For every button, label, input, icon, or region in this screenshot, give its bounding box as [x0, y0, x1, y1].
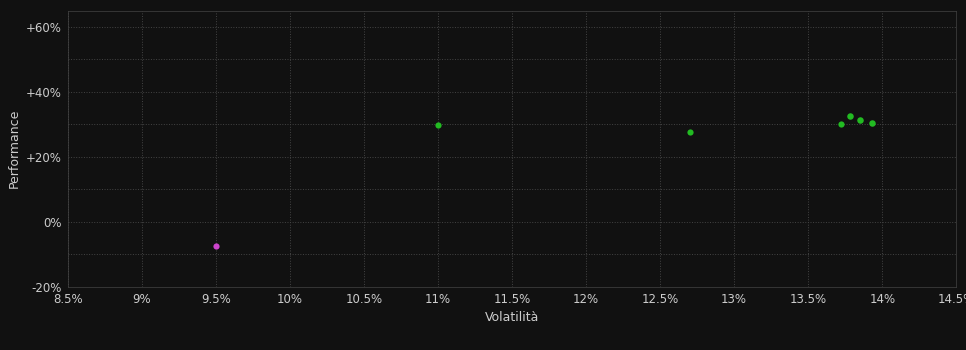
Y-axis label: Performance: Performance	[8, 109, 20, 188]
Point	[842, 113, 858, 119]
X-axis label: Volatilità: Volatilità	[485, 311, 539, 324]
Point	[430, 122, 445, 128]
Point	[682, 130, 697, 135]
Point	[208, 244, 223, 249]
Point	[865, 120, 880, 126]
Point	[833, 121, 848, 127]
Point	[852, 118, 867, 123]
